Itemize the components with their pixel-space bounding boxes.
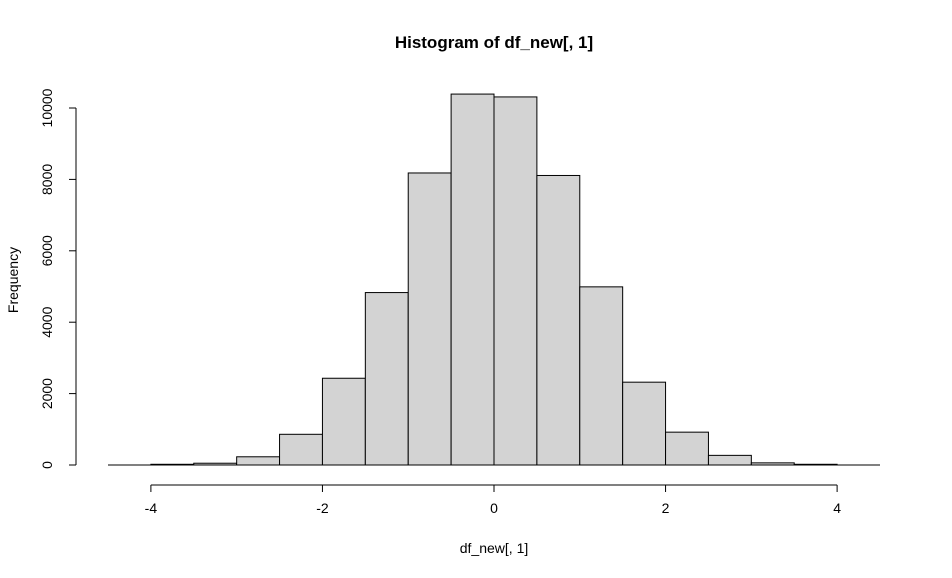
histogram-bar [279, 433, 323, 466]
y-tick-label: 6000 [39, 235, 55, 266]
y-tick-label: 4000 [39, 306, 55, 337]
x-axis: -4 -2 0 2 4 [108, 464, 880, 516]
histogram-bar [622, 381, 667, 466]
x-tick-label: 4 [833, 500, 841, 516]
x-tick-label: -4 [145, 500, 158, 516]
y-axis-label: Frequency [5, 247, 21, 313]
histogram-bar [407, 172, 452, 466]
y-tick-label: 8000 [39, 164, 55, 195]
histogram-bar [579, 286, 624, 466]
histogram-bar [493, 96, 538, 466]
histogram-bar [536, 174, 581, 466]
chart-title: Histogram of df_new[, 1] [395, 33, 593, 52]
x-axis-label: df_new[, 1] [460, 540, 529, 556]
histogram-bars [150, 93, 838, 466]
x-tick-label: -2 [316, 500, 329, 516]
y-tick-label: 10000 [39, 88, 55, 127]
y-axis: 0 2000 4000 6000 8000 10000 [39, 88, 77, 469]
x-tick-label: 0 [490, 500, 498, 516]
histogram-bar [364, 292, 409, 466]
y-tick-label: 0 [39, 461, 55, 469]
histogram-bar [665, 431, 709, 466]
histogram-bar [707, 454, 752, 466]
x-tick-label: 2 [662, 500, 670, 516]
histogram-bar [321, 377, 366, 466]
y-tick-label: 2000 [39, 378, 55, 409]
histogram-bar [236, 456, 281, 466]
histogram-bar [450, 93, 495, 466]
